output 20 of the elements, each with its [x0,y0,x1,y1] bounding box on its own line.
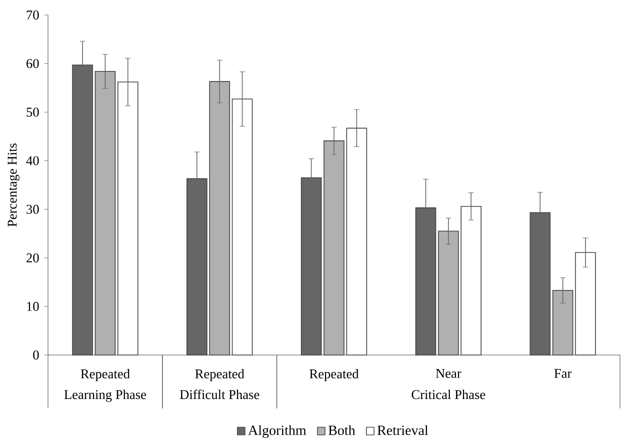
legend-label: Retrieval [377,425,428,436]
y-tick-label: 50 [26,108,39,117]
y-tick-label: 40 [26,156,39,166]
y-axis-title: Percentage Hits [8,143,20,227]
y-tick-label: 0 [33,350,39,360]
y-tick-label: 10 [27,302,39,311]
x-tick-label: Repeated [195,369,244,382]
text: Learning Phase [64,390,146,402]
x-tick-label: Repeated [80,369,130,382]
text: Difficult Phase [180,390,260,400]
text: Critical Phase [412,390,486,400]
y-tick-label: 30 [26,204,39,214]
x-tick-label: Far [554,369,572,378]
x-tick-label: Repeated [310,369,359,382]
x-tick-label: Near [436,369,462,378]
legend-label: Algorithm [248,425,306,438]
legend-label: Both [328,425,356,436]
y-tick-label: 20 [26,253,39,262]
y-tick-label: 60 [26,59,39,68]
y-tick-label: 70 [26,10,39,20]
